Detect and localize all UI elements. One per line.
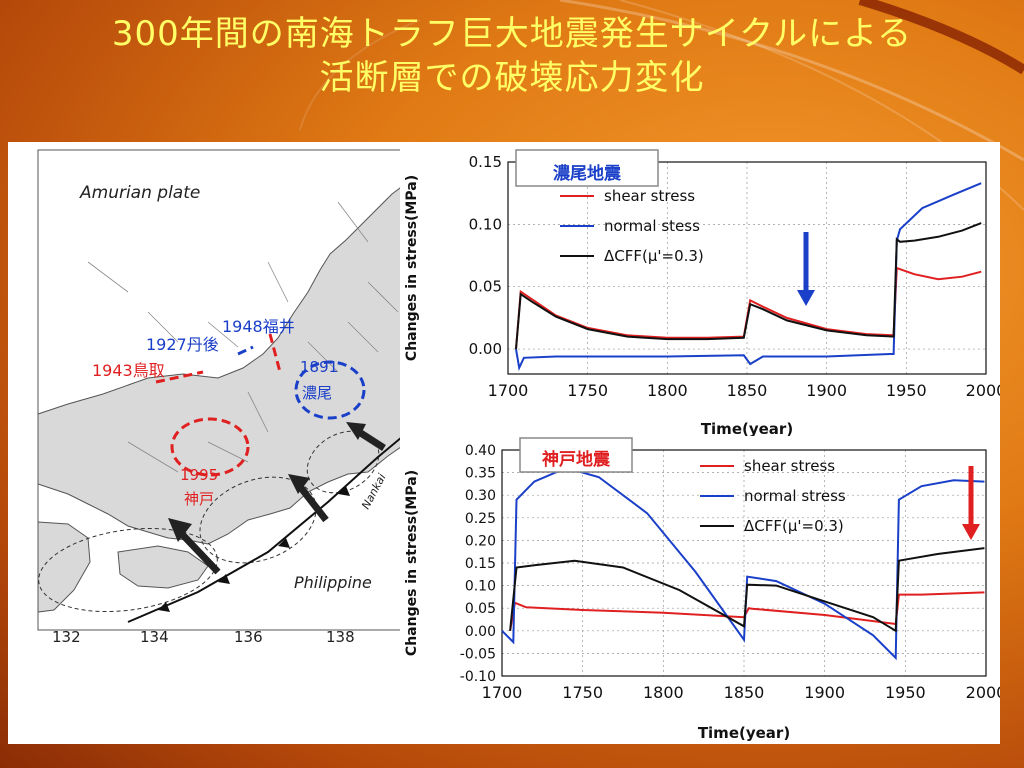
x-tick-label: 1900 <box>804 683 845 702</box>
x-axis-label: Time(year) <box>701 420 793 438</box>
quake-label-nobi-year: 1891 <box>300 358 338 376</box>
series-line-1 <box>515 266 982 350</box>
arrow-heads <box>168 422 366 542</box>
y-tick-label: -0.05 <box>460 646 496 662</box>
y-tick-label: 0.00 <box>465 624 496 640</box>
y-axis-label: Changes in stress(MPa) <box>404 175 420 361</box>
x-tick-label: 1700 <box>488 381 529 400</box>
y-tick-label: 0.25 <box>465 511 496 527</box>
x-tick-label: 1800 <box>647 381 688 400</box>
y-tick-label: 0.05 <box>469 278 502 296</box>
series-line-2 <box>515 182 982 372</box>
x-tick-label: 1900 <box>806 381 847 400</box>
plate-bottom-label: Philippine <box>294 573 372 592</box>
nankai-trough <box>127 431 408 623</box>
lon-tick: 134 <box>140 628 169 646</box>
japan-land <box>37 181 408 545</box>
slide-title-line2: 活断層での破壊応力変化 <box>319 58 705 98</box>
chart-background <box>400 146 1000 438</box>
series-line-1 <box>509 591 985 631</box>
y-tick-label: 0.15 <box>469 153 502 171</box>
legend-label: shear stress <box>744 457 835 475</box>
y-tick-label: 0.35 <box>465 466 496 482</box>
x-tick-label: 1750 <box>562 683 603 702</box>
indicator-arrow-head <box>962 524 980 540</box>
x-tick-label: 1850 <box>727 381 768 400</box>
quake-label-fukui: 1948福井 <box>222 317 295 336</box>
y-tick-label: 0.40 <box>465 443 496 459</box>
plot-frame <box>507 161 987 375</box>
quake-label-kobe: 神戸 <box>184 490 214 508</box>
y-tick-label: 0.00 <box>469 340 502 358</box>
fault-lines <box>87 201 399 473</box>
shikoku-land <box>117 545 209 589</box>
quake-label-tango: 1927丹後 <box>146 335 219 354</box>
lon-tick: 136 <box>234 628 263 646</box>
y-tick-label: 0.05 <box>465 601 496 617</box>
quake-rupture-marks <box>155 333 366 477</box>
quake-label-kobe-year: 1995 <box>180 466 218 484</box>
chart-title: 神戸地震 <box>542 449 611 470</box>
y-tick-label: 0.10 <box>465 579 496 595</box>
series-line-3 <box>515 222 982 350</box>
legend-label: ΔCFF(μ'=0.3) <box>604 247 704 265</box>
y-tick-label: 0.30 <box>465 488 496 504</box>
map: Amurian plate Philippine Nankai 1943鳥取 1… <box>37 149 408 646</box>
y-tick-label: -0.10 <box>460 669 496 685</box>
legend-label: shear stress <box>604 187 695 205</box>
legend-label: normal stress <box>744 487 846 505</box>
kyushu-land <box>37 521 91 613</box>
y-tick-label: 0.15 <box>465 556 496 572</box>
chart-title-box <box>515 149 659 187</box>
slide-title-line1: 300年間の南海トラフ巨大地震発生サイクルによる <box>111 14 913 54</box>
x-tick-label: 1950 <box>886 381 927 400</box>
indicator-arrow-head <box>797 290 815 306</box>
x-tick-label: 1950 <box>885 683 926 702</box>
plot-frame <box>501 449 987 677</box>
legend-label: normal stess <box>604 217 700 235</box>
y-axis-label: Changes in stress(MPa) <box>404 470 420 656</box>
x-axis-label: Time(year) <box>698 724 790 742</box>
quake-label-tottori: 1943鳥取 <box>92 361 165 380</box>
trough-teeth <box>158 486 350 612</box>
x-tick-label: 1700 <box>482 683 523 702</box>
slide-title: 300年間の南海トラフ巨大地震発生サイクルによる 活断層での破壊応力変化 <box>0 12 1024 100</box>
x-tick-label: 1850 <box>724 683 765 702</box>
chart-title: 濃尾地震 <box>553 163 622 184</box>
series-line-2 <box>501 469 985 661</box>
quake-label-nobi: 濃尾 <box>302 384 332 402</box>
plate-top-label: Amurian plate <box>79 183 200 203</box>
y-tick-label: 0.10 <box>469 215 502 233</box>
chart-background <box>400 436 1000 742</box>
legend-label: ΔCFF(μ'=0.3) <box>744 517 844 535</box>
figure-panel: Amurian plate Philippine Nankai 1943鳥取 1… <box>8 142 1000 744</box>
y-tick-label: 0.20 <box>465 533 496 549</box>
chart-title-box <box>519 437 633 473</box>
series-line-3 <box>509 547 985 633</box>
lon-tick: 132 <box>52 628 81 646</box>
lon-tick: 138 <box>326 628 355 646</box>
x-tick-label: 1750 <box>567 381 608 400</box>
x-tick-label: 1800 <box>643 683 684 702</box>
